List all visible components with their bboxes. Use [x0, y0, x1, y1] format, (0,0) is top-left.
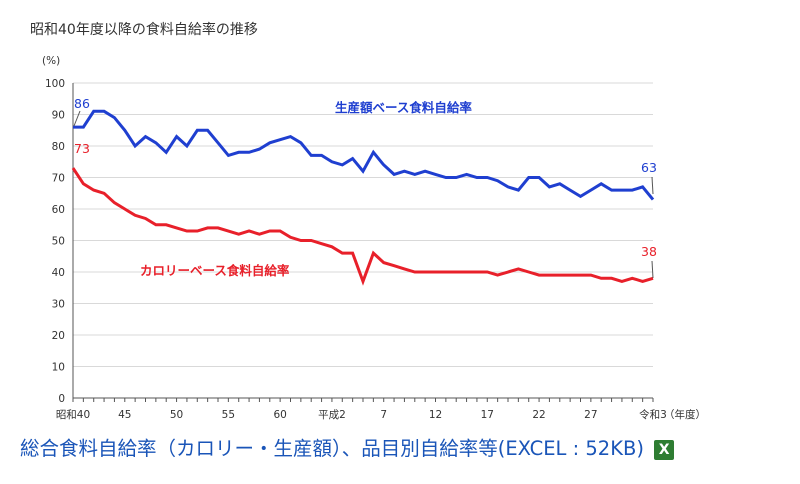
y-tick-label: 80 [52, 141, 65, 153]
excel-icon[interactable]: X [654, 439, 675, 460]
y-tick-label: 40 [52, 267, 65, 279]
x-tick-label: 45 [118, 409, 131, 421]
calorie-start-label: 73 [74, 141, 90, 156]
production-end-label: 63 [641, 160, 657, 175]
x-tick-label: 令和3 [639, 408, 667, 421]
x-tick-label: 27 [584, 409, 597, 421]
y-tick-label: 60 [52, 204, 65, 216]
y-tick-label: 20 [52, 330, 65, 342]
y-tick-label: 100 [45, 78, 65, 90]
y-tick-label: 0 [58, 393, 65, 405]
x-tick-label: 昭和40 [56, 409, 90, 421]
x-tick-label: 7 [380, 409, 387, 421]
y-tick-label: 70 [52, 173, 65, 185]
y-tick-label: 30 [52, 299, 65, 311]
x-tick-label: 55 [222, 409, 235, 421]
x-axis-unit-label: （年度） [664, 408, 706, 421]
x-tick-label: 12 [429, 409, 442, 421]
x-tick-label: 50 [170, 409, 183, 421]
production-series-line [73, 109, 655, 201]
production-end-leader [651, 176, 654, 195]
chart-title: 昭和40年度以降の食料自給率の推移 [30, 21, 258, 38]
y-tick-label: 90 [52, 110, 65, 122]
download-link-text[interactable]: 総合食料自給率（カロリー・生産額）、品目別自給率等(EXCEL : 52KB) [20, 437, 644, 460]
y-axis-unit-label: (%) [42, 55, 60, 67]
calorie-series-line [71, 167, 654, 286]
production-start-label: 86 [74, 96, 90, 111]
x-tick-label: 60 [273, 409, 286, 421]
x-tick-label: 平成2 [318, 409, 346, 421]
download-excel-link[interactable]: 総合食料自給率（カロリー・生産額）、品目別自給率等(EXCEL : 52KB) … [20, 432, 675, 461]
series-label-production: 生産額ベース食料自給率 [335, 100, 472, 115]
production-start-leader [73, 110, 81, 127]
y-tick-label: 10 [52, 362, 65, 374]
self-sufficiency-chart: 昭和40年度以降の食料自給率の推移 (%) 0 10 20 30 40 50 60 70 80 9… [30, 21, 706, 421]
x-tick-label: 22 [532, 409, 545, 421]
calorie-end-label: 38 [641, 244, 657, 259]
series-label-calorie: カロリーベース食料自給率 [140, 263, 290, 278]
y-tick-label: 50 [52, 236, 65, 248]
x-tick-label: 17 [481, 409, 494, 421]
calorie-end-leader [651, 260, 654, 279]
